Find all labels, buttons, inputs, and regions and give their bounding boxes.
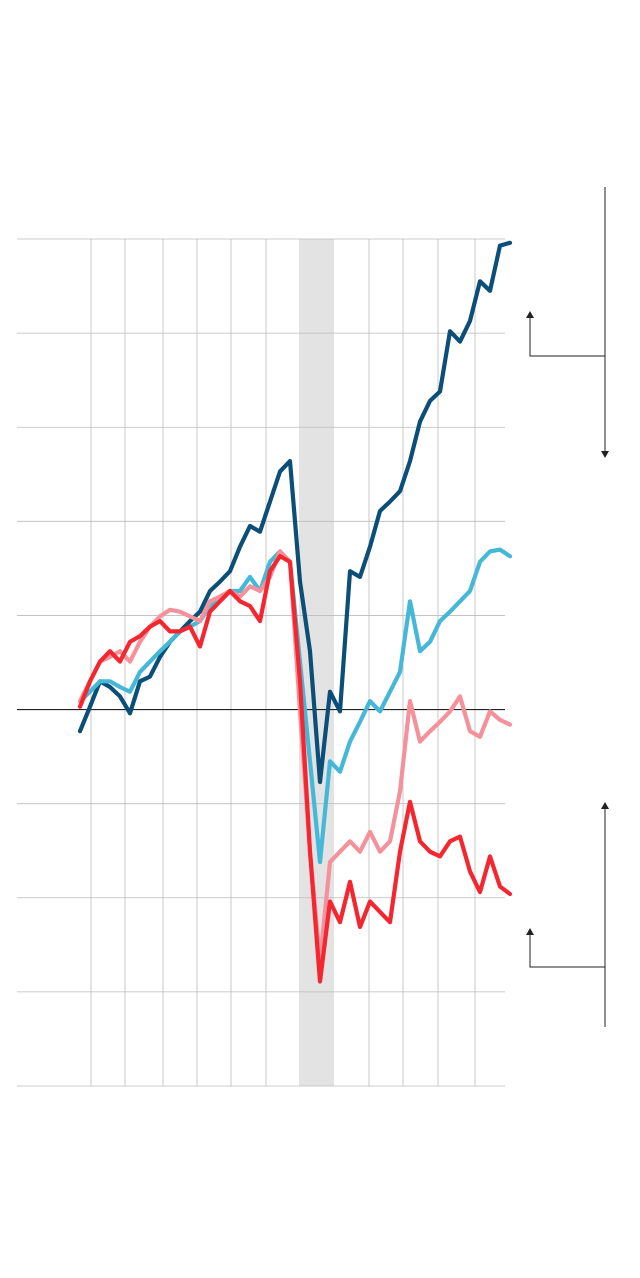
plot	[17, 238, 513, 1087]
annotation-lower	[526, 802, 609, 1027]
annotation-upper	[526, 187, 609, 458]
series-line	[77, 554, 513, 984]
series-line	[77, 240, 513, 785]
